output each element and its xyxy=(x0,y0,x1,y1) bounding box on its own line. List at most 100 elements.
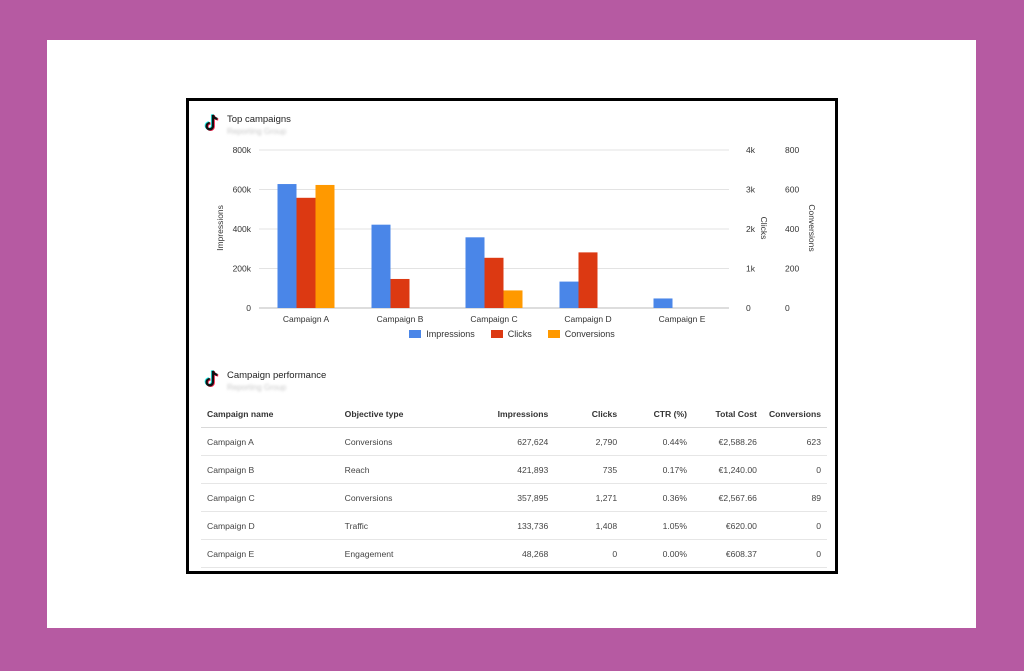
legend-swatch xyxy=(547,330,560,338)
table-row: Campaign D Traffic 133,736 1,408 1.05% €… xyxy=(201,511,827,540)
conversions-axis-label: Conversions xyxy=(807,204,817,251)
clicks-tick-label: 4k xyxy=(746,145,756,155)
table-cell: Conversions xyxy=(338,427,451,456)
category-labels: Campaign A Campaign B Campaign C Campaign D… xyxy=(283,314,706,324)
left-tick-label: 800k xyxy=(233,145,252,155)
table-cell: €2,588.26 xyxy=(692,427,763,456)
table-cell: 0 xyxy=(554,539,624,568)
table-cell: Campaign E xyxy=(201,539,339,568)
tiktok-logo-icon xyxy=(204,114,219,131)
table-row: Campaign A Conversions 627,624 2,790 0.4… xyxy=(201,427,827,456)
left-tick-label: 600k xyxy=(233,185,252,195)
legend-label: Conversions xyxy=(564,329,615,339)
legend-label: Clicks xyxy=(507,329,532,339)
column-header[interactable]: Clicks xyxy=(554,401,624,428)
chart-subtitle: Reporting Group xyxy=(227,127,287,136)
clicks-tick-label: 1k xyxy=(746,264,756,274)
table-cell: 627,624 xyxy=(450,427,555,456)
bar-impressions-2 xyxy=(465,237,485,308)
table-cell: Campaign D xyxy=(201,511,339,540)
table-cell: 0.44% xyxy=(623,427,693,456)
bar-impressions-0 xyxy=(277,184,297,308)
bar-conversions-2 xyxy=(503,290,523,308)
table-cell: 1,271 xyxy=(554,483,624,512)
table-cell: 357,895 xyxy=(450,483,555,512)
table-row: Campaign C Conversions 357,895 1,271 0.3… xyxy=(201,483,827,512)
table-subtitle: Reporting Group xyxy=(227,383,287,392)
table-cell: 0 xyxy=(762,455,827,484)
column-header[interactable]: Total Cost xyxy=(692,401,763,428)
tiktok-logo-icon xyxy=(204,370,219,387)
table-cell: Reach xyxy=(338,455,451,484)
table-cell: 0.36% xyxy=(623,483,693,512)
bar-chart: 0 200k 400k 600k 800k 0 1k 2k 3k 4k 0 200 400 600 80… xyxy=(215,145,817,324)
bar-conversions-0 xyxy=(315,184,335,308)
table-cell: Engagement xyxy=(338,539,451,568)
legend-swatch xyxy=(409,330,422,338)
table-cell: Campaign C xyxy=(201,483,339,512)
table-cell: 0.17% xyxy=(623,455,693,484)
table-cell: Conversions xyxy=(338,483,451,512)
bar-clicks-3 xyxy=(578,252,598,308)
table-cell: 735 xyxy=(554,455,624,484)
conversions-tick-label: 600 xyxy=(785,185,799,195)
conversions-tick-label: 400 xyxy=(785,224,799,234)
campaign-performance-table: Campaign name Objective type Impressions… xyxy=(201,401,827,568)
table-cell: 623 xyxy=(762,427,827,456)
column-header[interactable]: CTR (%) xyxy=(623,401,693,428)
table-cell: €620.00 xyxy=(692,511,763,540)
table-row: Campaign E Engagement 48,268 0 0.00% €60… xyxy=(201,539,827,568)
left-axis-label: Impressions xyxy=(215,205,225,251)
left-axis-ticks: 0 200k 400k 600k 800k xyxy=(233,145,252,313)
left-tick-label: 400k xyxy=(233,224,252,234)
bar-clicks-0 xyxy=(296,197,316,308)
table-cell: 1.05% xyxy=(623,511,693,540)
column-header[interactable]: Impressions xyxy=(450,401,555,428)
clicks-tick-label: 0 xyxy=(746,303,751,313)
legend-item-clicks[interactable]: Clicks xyxy=(490,329,532,339)
legend-swatch xyxy=(490,330,503,338)
table-cell: 2,790 xyxy=(554,427,624,456)
chart-legend: Impressions Clicks Conversions xyxy=(189,329,835,339)
column-header[interactable]: Campaign name xyxy=(201,401,339,428)
table-header: Campaign performance Reporting Group xyxy=(203,369,326,392)
legend-item-conversions[interactable]: Conversions xyxy=(547,329,615,339)
clicks-axis-ticks: 0 1k 2k 3k 4k xyxy=(746,145,756,313)
bar-clicks-1 xyxy=(390,278,410,308)
category-label: Campaign E xyxy=(659,314,706,324)
table-cell: 0 xyxy=(762,511,827,540)
bar-impressions-1 xyxy=(371,224,391,308)
category-label: Campaign A xyxy=(283,314,330,324)
clicks-tick-label: 3k xyxy=(746,185,756,195)
conversions-tick-label: 800 xyxy=(785,145,799,155)
table-header-row: Campaign name Objective type Impressions… xyxy=(201,401,827,428)
table-cell: 48,268 xyxy=(450,539,555,568)
legend-item-impressions[interactable]: Impressions xyxy=(409,329,475,339)
table-cell: 421,893 xyxy=(450,455,555,484)
table-cell: €2,567.66 xyxy=(692,483,763,512)
table-cell: 0.00% xyxy=(623,539,693,568)
bar-impressions-3 xyxy=(559,281,579,308)
column-header[interactable]: Conversions xyxy=(762,401,827,428)
legend-label: Impressions xyxy=(426,329,475,339)
conversions-axis-ticks: 0 200 400 600 800 xyxy=(785,145,799,313)
category-label: Campaign B xyxy=(377,314,424,324)
table-row: Campaign B Reach 421,893 735 0.17% €1,24… xyxy=(201,455,827,484)
table-cell: €1,240.00 xyxy=(692,455,763,484)
left-tick-label: 200k xyxy=(233,264,252,274)
column-header[interactable]: Objective type xyxy=(338,401,451,428)
report-frame: Top campaigns Reporting Group 0 200k 400k 6… xyxy=(186,98,838,574)
table-cell: 89 xyxy=(762,483,827,512)
table-cell: 133,736 xyxy=(450,511,555,540)
category-label: Campaign C xyxy=(470,314,517,324)
table-cell: 0 xyxy=(762,539,827,568)
clicks-tick-label: 2k xyxy=(746,224,756,234)
table-title: Campaign performance xyxy=(227,370,327,381)
table-cell: Traffic xyxy=(338,511,451,540)
category-label: Campaign D xyxy=(564,314,611,324)
bar-clicks-2 xyxy=(484,257,504,308)
chart-title: Top campaigns xyxy=(227,114,291,125)
bar-impressions-4 xyxy=(653,298,673,308)
chart-bars xyxy=(277,184,673,308)
table-cell: 1,408 xyxy=(554,511,624,540)
